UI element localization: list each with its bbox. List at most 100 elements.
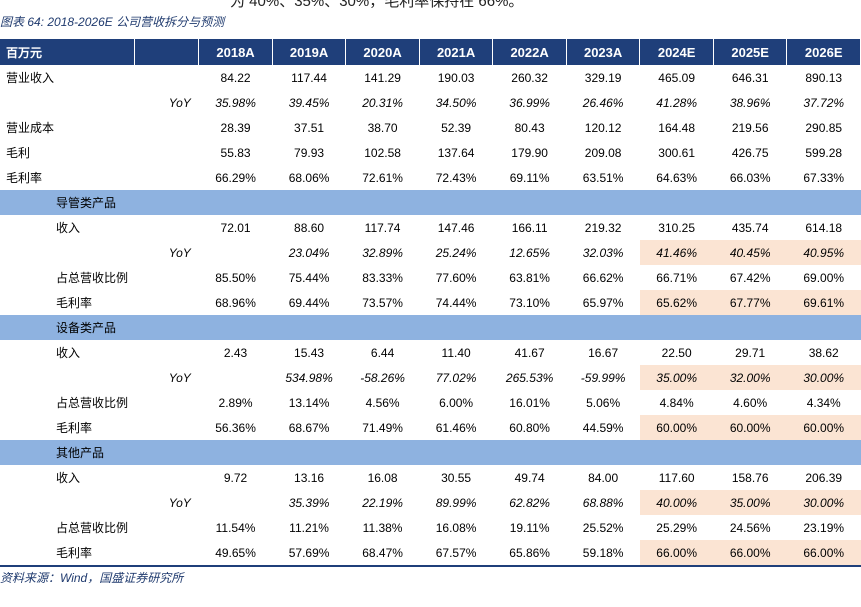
table-row: 毛利 55.83 79.93 102.58 137.64 179.90 209.08 300.… [0,140,861,165]
section-fill-cell [345,190,420,215]
value-cell: 85.50% [215,270,256,285]
value-cell: 34.50% [435,95,477,110]
value-cell: 68.88% [582,495,624,510]
value-cell: 57.69% [272,540,346,567]
value-cell: 72.43% [435,170,477,185]
value-cell: 209.08 [584,145,622,160]
value-cell: 65.86% [492,540,567,567]
section-title: 导管类产品 [0,190,135,215]
value-cell: 66.03% [729,170,771,185]
value-cell: 73.57% [362,295,403,310]
value-cell: 117.60 [658,470,695,485]
section-fill-cell [492,440,567,465]
table-row: 占总营收比例 85.50% 75.44% 83.33% 77.60% 63.81% 66.6… [0,265,861,290]
value-cell: 68.67% [288,420,330,435]
row-label: 毛利率 [56,421,93,435]
table-row: 营业成本 28.39 37.51 38.70 52.39 80.43 120.12 164.4… [0,115,861,140]
table-row: 占总营收比例 2.89% 13.14% 4.56% 6.00% 16.01% 5.06% 4.… [0,390,861,415]
header-row: 百万元 2018A 2019A 2020A 2021A 2022A 2023A … [0,39,861,65]
section-fill-cell [345,440,420,465]
row-label: 营业收入 [6,71,55,85]
row-label: 毛利率 [0,540,135,567]
value-cell: 71.49% [362,420,403,435]
value-cell: 56.36% [215,420,256,435]
value-cell: 66.62% [582,270,624,285]
yoy-label [135,65,199,90]
value-cell: 35.98% [215,95,256,110]
yoy-label [135,265,199,290]
value-cell: 68.06% [288,170,330,185]
value-cell: 44.59% [582,420,624,435]
yoy-label: YoY [168,370,191,385]
value-cell: 75.44% [288,270,330,285]
value-cell: 166.11 [511,220,548,235]
value-cell: 35.39% [288,495,330,510]
value-cell: 426.75 [731,145,769,160]
value-cell: 63.81% [509,270,550,285]
yoy-label [134,540,199,567]
yoy-label [135,340,199,365]
value-cell: 41.46% [639,240,714,265]
year-header: 2025E [713,39,788,65]
value-cell: 36.99% [509,95,550,110]
yoy-label: YoY [168,495,191,510]
value-cell: 68.47% [345,540,420,567]
value-cell: -59.99% [580,370,626,385]
section-fill-cell [492,190,567,215]
section-fill-cell [713,190,787,215]
section-fill-cell [566,190,640,215]
table-row: 占总营收比例 11.54% 11.21% 11.38% 16.08% 19.11% 25.5… [0,515,861,540]
value-cell: 30.00% [786,365,861,390]
section-fill-cell [566,440,640,465]
value-cell: 290.85 [805,120,843,135]
section-fill-cell [566,315,640,340]
value-cell: 77.60% [435,270,477,285]
row-label: 收入 [56,221,81,235]
value-cell: 41.28% [656,95,697,110]
value-cell: 23.19% [803,520,845,535]
value-cell: 66.71% [656,270,697,285]
row-label [0,240,135,265]
value-cell: 40.45% [713,240,787,265]
section-fill-cell [639,315,714,340]
value-cell: 84.00 [588,470,619,485]
value-cell: 11.54% [215,520,256,535]
value-cell: 35.00% [713,490,787,515]
value-cell: 49.65% [198,540,273,567]
value-cell: 88.60 [294,220,325,235]
value-cell: 4.56% [365,395,400,410]
value-cell: 66.00% [639,540,714,567]
value-cell: 39.45% [288,95,330,110]
value-cell: 219.56 [731,120,769,135]
value-cell: 20.31% [362,95,403,110]
year-header: 2023A [566,39,641,65]
value-cell: -58.26% [360,370,405,385]
value-cell: 890.13 [805,70,843,85]
value-cell: 260.32 [511,70,548,85]
row-label: 毛利率 [6,171,43,185]
value-cell: 310.25 [658,220,695,235]
row-label: 毛利率 [56,296,93,310]
value-cell: 40.95% [786,240,861,265]
section-fill-cell [419,440,493,465]
value-cell: 63.51% [582,170,624,185]
value-cell: 30.00% [786,490,861,515]
yoy-label [135,115,199,140]
section-header-row: 导管类产品 [0,190,861,215]
table-row: YoY 534.98% -58.26% 77.02% 265.53% -59.99% 35.… [0,365,861,390]
table-row: YoY 35.39% 22.19% 89.99% 62.82% 68.88% 40.00% 3… [0,490,861,515]
value-cell: 614.18 [805,220,843,235]
value-cell: 37.72% [803,95,845,110]
value-cell: 300.61 [658,145,695,160]
value-cell: 137.64 [437,145,475,160]
value-cell: 49.74 [514,470,545,485]
value-cell: 9.72 [223,470,248,485]
row-label [0,490,135,515]
value-cell: 206.39 [805,470,843,485]
section-fill-cell [713,315,787,340]
value-cell: 5.06% [586,395,621,410]
value-cell: 534.98% [285,370,333,385]
table-row: 毛利率 68.96% 69.44% 73.57% 74.44% 73.10% 65.97% 6… [0,290,861,315]
value-cell: 67.77% [713,290,787,315]
value-cell: 38.62 [808,345,839,360]
